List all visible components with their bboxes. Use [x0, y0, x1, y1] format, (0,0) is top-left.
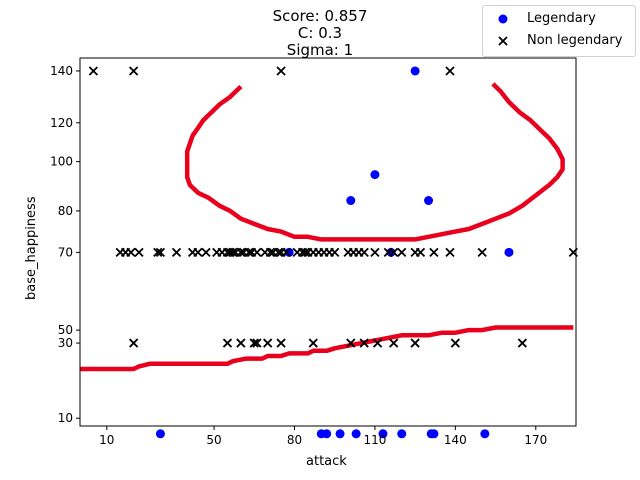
non-legendary-point — [308, 338, 318, 348]
x-tick-label: 10 — [99, 433, 114, 447]
chart-title-line-2: C: 0.3 — [297, 24, 343, 42]
y-tick-label: 30 — [58, 336, 73, 350]
non-legendary-point — [477, 247, 487, 258]
non-legendary-point — [228, 247, 238, 258]
non-legendary-point — [88, 66, 99, 76]
legendary-point — [386, 247, 396, 257]
legendary-point — [504, 247, 514, 257]
legendary-point — [370, 170, 380, 180]
y-axis-label: base_happiness — [24, 196, 39, 300]
non-legendary-point — [244, 247, 254, 258]
data-points-group — [88, 66, 578, 439]
y-tick-label: 10 — [58, 411, 73, 425]
chart-title-line-3: Sigma: 1 — [286, 41, 354, 59]
non-legendary-point — [128, 66, 139, 76]
non-legendary-point — [263, 338, 273, 348]
x-tick-label: 110 — [363, 433, 386, 447]
y-tick-label: 140 — [50, 64, 73, 78]
non-legendary-point — [273, 247, 284, 258]
non-legendary-point — [370, 247, 380, 258]
y-tick-label: 70 — [58, 245, 73, 259]
legend-x-marker-icon — [498, 36, 508, 46]
non-legendary-point — [276, 338, 286, 348]
y-tick-label: 80 — [58, 204, 73, 218]
non-legendary-point — [252, 247, 262, 258]
legend-circle-marker-icon — [498, 14, 508, 24]
legend-item-legendary: Legendary — [483, 10, 633, 28]
legendary-point — [378, 429, 388, 439]
non-legendary-point — [450, 338, 460, 348]
x-axis-label: attack — [306, 454, 347, 469]
x-tick-label: 50 — [206, 433, 221, 447]
non-legendary-point — [389, 247, 399, 258]
legend-item-non-legendary: Non legendary — [483, 32, 633, 50]
non-legendary-point — [300, 247, 310, 258]
chart-legend: Legendary Non legendary — [482, 5, 636, 57]
decision-boundary-group — [80, 82, 574, 372]
non-legendary-point — [429, 247, 439, 258]
non-legendary-point — [249, 338, 259, 348]
non-legendary-point — [410, 338, 420, 348]
legendary-point — [429, 429, 439, 439]
non-legendary-point — [359, 338, 369, 348]
non-legendary-point — [236, 338, 246, 348]
non-legendary-point — [397, 247, 407, 258]
legendary-point — [284, 247, 294, 257]
legendary-point — [322, 429, 332, 439]
decision-boundary-2 — [80, 325, 574, 372]
non-legendary-point — [445, 66, 455, 76]
y-tick-label: 100 — [50, 155, 73, 169]
legend-label-legendary: Legendary — [527, 11, 596, 26]
y-tick-label: 50 — [58, 323, 73, 337]
non-legendary-point — [171, 247, 182, 258]
non-legendary-point — [126, 247, 136, 258]
non-legendary-point — [445, 247, 455, 258]
decision-boundary-1 — [184, 82, 565, 242]
non-legendary-point — [517, 338, 528, 348]
y-tick-label: 120 — [50, 116, 73, 130]
chart-title-line-1: Score: 0.857 — [272, 7, 368, 25]
non-legendary-point — [128, 338, 139, 348]
non-legendary-point — [415, 247, 426, 258]
non-legendary-point — [346, 338, 356, 348]
x-tick-label: 80 — [287, 433, 302, 447]
x-tick-label: 140 — [444, 433, 467, 447]
non-legendary-point — [236, 247, 246, 258]
non-legendary-point — [359, 247, 369, 258]
legendary-point — [410, 66, 420, 76]
non-legendary-point — [281, 247, 292, 258]
legendary-point — [346, 196, 356, 206]
non-legendary-point — [155, 247, 166, 258]
plot-area-frame — [79, 57, 577, 427]
non-legendary-point — [134, 247, 144, 258]
non-legendary-point — [193, 247, 203, 258]
legendary-point — [351, 429, 361, 439]
legendary-point — [424, 196, 434, 206]
non-legendary-point — [265, 247, 275, 258]
non-legendary-point — [372, 338, 383, 348]
legend-label-non-legendary: Non legendary — [527, 33, 623, 48]
non-legendary-point — [330, 247, 340, 258]
non-legendary-point — [153, 247, 163, 258]
non-legendary-point — [252, 338, 262, 348]
non-legendary-point — [276, 66, 286, 76]
non-legendary-point — [201, 247, 211, 258]
legendary-point — [480, 429, 490, 439]
legendary-point — [335, 429, 345, 439]
non-legendary-point — [389, 338, 399, 348]
legendary-point — [397, 429, 407, 439]
x-tick-label: 170 — [524, 433, 547, 447]
legendary-point — [155, 429, 165, 439]
non-legendary-point — [222, 338, 233, 348]
